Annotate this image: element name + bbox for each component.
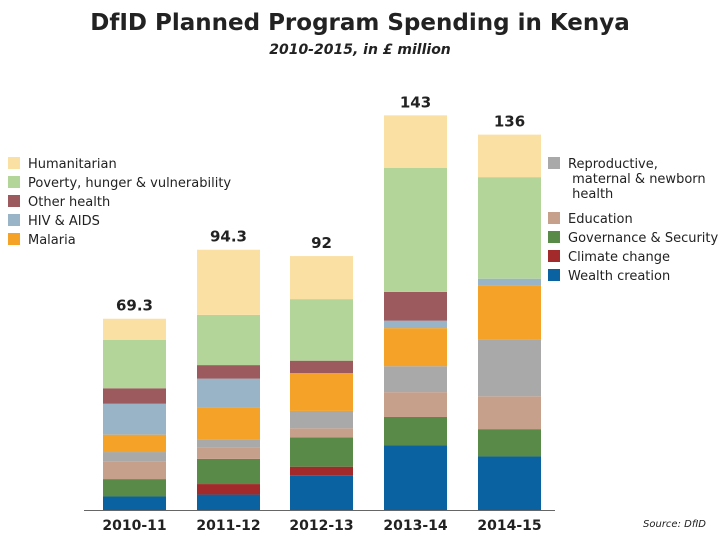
legend-label-reproductive-maternal-newborn-health: Reproductive, maternal & newborn health xyxy=(568,157,706,202)
x-tick-label: 2010-11 xyxy=(102,518,166,534)
bar-segment-other-health xyxy=(197,365,260,379)
legend-swatch-poverty-hunger-vulnerability xyxy=(8,176,20,188)
bar-segment-education xyxy=(290,428,353,438)
bar-segment-hiv-aids xyxy=(103,403,166,435)
bar-segment-malaria xyxy=(103,434,166,453)
bar-segment-wealth-creation xyxy=(478,456,541,510)
bar-total-label: 92 xyxy=(311,234,332,252)
legend-label-other-health: Other health xyxy=(28,195,110,210)
legend-label-wealth-creation: Wealth creation xyxy=(568,269,670,284)
x-tick-label: 2014-15 xyxy=(477,518,541,534)
bar-segment-governance-security xyxy=(103,479,166,497)
bar-segment-hiv-aids xyxy=(384,320,447,329)
source-note: Source: DfID xyxy=(643,519,706,530)
x-tick-label: 2011-12 xyxy=(196,518,260,534)
bar-segment-climate-change xyxy=(197,484,260,495)
chart-title: DfID Planned Program Spending in Kenya xyxy=(90,10,630,36)
bar-segment-humanitarian xyxy=(197,249,260,315)
bar-segment-wealth-creation xyxy=(384,445,447,510)
legend-label-education: Education xyxy=(568,212,633,227)
legend-label-malaria: Malaria xyxy=(28,233,76,248)
bar-segment-humanitarian xyxy=(290,256,353,300)
legend-swatch-hiv-aids xyxy=(8,214,20,226)
chart-subtitle: 2010-2015, in £ million xyxy=(269,42,451,58)
bar-total-label: 94.3 xyxy=(210,228,247,246)
bar-segment-governance-security xyxy=(384,416,447,446)
bar-segment-poverty-hunger-vulnerability xyxy=(384,167,447,292)
bar-segment-wealth-creation xyxy=(290,475,353,510)
bar-segment-governance-security xyxy=(197,458,260,485)
bar-segment-other-health xyxy=(384,291,447,321)
bar-segment-reproductive-maternal-newborn-health xyxy=(103,452,166,462)
legend-label-climate-change: Climate change xyxy=(568,250,670,265)
legend-swatch-reproductive-maternal-newborn-health xyxy=(548,157,560,169)
bar-segment-education xyxy=(197,447,260,459)
bar-segment-humanitarian xyxy=(478,134,541,178)
bar-segment-reproductive-maternal-newborn-health xyxy=(290,410,353,429)
legend-label-governance-security: Governance & Security xyxy=(568,231,719,246)
bar-segment-hiv-aids xyxy=(197,378,260,408)
bar-segment-poverty-hunger-vulnerability xyxy=(197,314,260,366)
legend-label-poverty-hunger-vulnerability: Poverty, hunger & vulnerability xyxy=(28,176,231,191)
bar-segment-governance-security xyxy=(478,429,541,457)
bar-segment-poverty-hunger-vulnerability xyxy=(478,177,541,279)
bar-total-label: 69.3 xyxy=(116,297,153,315)
bar-segment-reproductive-maternal-newborn-health xyxy=(384,366,447,393)
bar-segment-malaria xyxy=(290,373,353,411)
bar-segment-wealth-creation xyxy=(103,496,166,510)
legend-swatch-wealth-creation xyxy=(548,269,560,281)
legend-swatch-malaria xyxy=(8,233,20,245)
bar-segment-reproductive-maternal-newborn-health xyxy=(478,339,541,397)
legend-swatch-other-health xyxy=(8,195,20,207)
bar-segment-malaria xyxy=(197,407,260,440)
bar-segment-poverty-hunger-vulnerability xyxy=(103,339,166,389)
bar-segment-other-health xyxy=(290,360,353,374)
bar-total-label: 143 xyxy=(400,93,431,111)
legend-swatch-governance-security xyxy=(548,231,560,243)
bar-segment-malaria xyxy=(478,285,541,340)
bar-segment-humanitarian xyxy=(103,318,166,340)
bar-segment-other-health xyxy=(103,388,166,404)
bar-segment-education xyxy=(103,461,166,480)
x-tick-label: 2012-13 xyxy=(289,518,353,534)
legend-swatch-climate-change xyxy=(548,250,560,262)
bar-segment-poverty-hunger-vulnerability xyxy=(290,299,353,361)
legend-label-hiv-aids: HIV & AIDS xyxy=(28,214,100,229)
bar-segment-education xyxy=(384,392,447,417)
bar-segment-reproductive-maternal-newborn-health xyxy=(197,439,260,448)
bar-segment-malaria xyxy=(384,328,447,367)
bar-segment-hiv-aids xyxy=(478,278,541,286)
legend-swatch-education xyxy=(548,212,560,224)
bar-segment-humanitarian xyxy=(384,115,447,168)
bar-segment-climate-change xyxy=(290,466,353,476)
x-tick-label: 2013-14 xyxy=(383,518,448,534)
bar-segment-governance-security xyxy=(290,437,353,467)
legend-label-humanitarian: Humanitarian xyxy=(28,157,117,172)
bar-segment-education xyxy=(478,396,541,430)
bar-total-label: 136 xyxy=(494,113,525,131)
legend-swatch-humanitarian xyxy=(8,157,20,169)
bar-segment-wealth-creation xyxy=(197,494,260,510)
